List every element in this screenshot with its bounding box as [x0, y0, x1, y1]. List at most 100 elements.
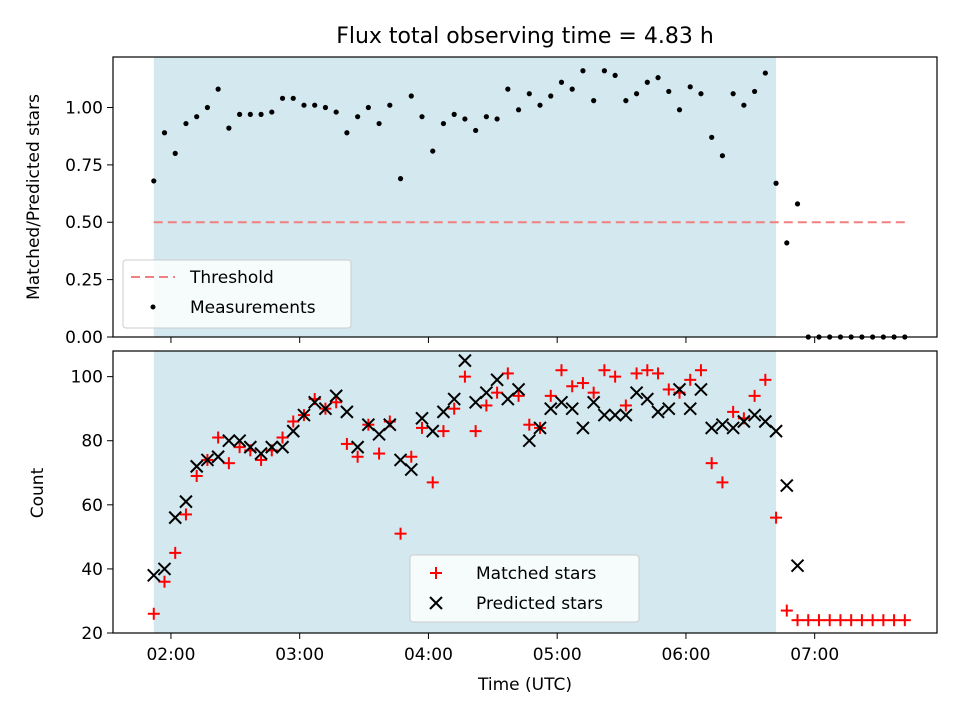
predicted-star-point	[737, 414, 751, 429]
legend-matched-label: Matched stars	[476, 564, 596, 584]
matched-star-point	[855, 614, 868, 627]
predicted-star-point	[372, 427, 386, 442]
predicted-star-point	[275, 440, 290, 454]
matched-star-point	[780, 604, 793, 617]
predicted-star-point	[490, 373, 504, 387]
legend-x-marker	[429, 596, 443, 610]
predicted-star-point	[565, 401, 579, 416]
x-axis-label: Time (UTC)	[477, 675, 572, 695]
predicted-star-point	[361, 417, 376, 432]
top-y-tick-label: 0.50	[65, 213, 103, 233]
measurement-point	[344, 130, 350, 136]
measurement-point	[247, 111, 253, 117]
x-tick-label: 07:00	[790, 645, 839, 665]
matched-star-point	[694, 364, 707, 377]
measurement-point	[301, 102, 307, 108]
predicted-star-point	[265, 440, 279, 454]
legend-plus-marker	[430, 567, 442, 579]
measurement-point	[741, 102, 747, 108]
predicted-star-point	[544, 401, 558, 416]
x-tick-label: 03:00	[275, 645, 324, 665]
matched-star-point	[501, 367, 514, 380]
measurement-point	[676, 107, 683, 113]
predicted-star-point	[318, 401, 333, 416]
top-plot-frame	[112, 56, 938, 338]
legend-measurements-swatch	[150, 304, 156, 310]
matched-star-point	[394, 527, 407, 540]
matched-star-point	[179, 508, 192, 521]
bottom-panel: 20 40 60 80 100 02:00 03:00 04:00 05:00 06:00 07:…	[28, 350, 938, 695]
predicted-star-point	[426, 424, 440, 438]
measurement-point	[526, 91, 532, 97]
measurement-point	[376, 120, 382, 127]
measurement-point	[655, 75, 661, 81]
measurement-point	[451, 111, 457, 117]
bottom-y-axis-label: Count	[28, 467, 48, 518]
measurement-point	[612, 72, 618, 78]
matched-star-point	[330, 396, 343, 409]
bottom-legend-box	[409, 554, 640, 623]
predicted-star-point	[619, 408, 633, 422]
matched-star-point	[716, 476, 729, 489]
predicted-star-point	[286, 424, 300, 438]
top-legend-box	[122, 259, 352, 329]
measurement-point	[269, 109, 275, 115]
predicted-star-point	[200, 453, 215, 467]
matched-star-point	[437, 425, 450, 438]
matched-star-point	[158, 575, 171, 588]
measurement-point	[623, 98, 629, 104]
measurement-point	[666, 88, 672, 95]
bottom-legend: Matched stars Predicted stars	[409, 554, 640, 623]
matched-star-point	[866, 614, 879, 627]
measurement-point	[719, 153, 726, 159]
chart-title: Flux total observing time = 4.83 h	[336, 24, 714, 49]
matched-star-point	[469, 425, 482, 438]
predicted-star-point	[522, 434, 536, 448]
predicted-star-point	[393, 453, 408, 467]
predicted-star-point	[790, 558, 805, 573]
matched-star-point	[255, 453, 268, 466]
predicted-star-point	[458, 353, 472, 368]
predicted-star-point	[629, 385, 644, 400]
top-y-tick-label: 1.00	[65, 98, 103, 118]
predicted-star-point	[608, 408, 622, 422]
measurement-point	[397, 176, 404, 182]
predicted-star-point	[694, 382, 708, 397]
predicted-star-point	[157, 562, 172, 576]
top-panel: 0.00 0.25 0.50 0.75 1.00 Matched/Predicted s…	[24, 56, 938, 348]
matched-star-point	[287, 415, 300, 428]
predicted-star-point	[479, 385, 494, 400]
measurement-point	[194, 114, 200, 120]
legend-threshold-label: Threshold	[189, 268, 274, 288]
measurement-point	[355, 114, 361, 120]
matched-star-point	[823, 614, 836, 627]
predicted-star-point	[297, 408, 311, 422]
matched-star-point	[812, 614, 825, 627]
predicted-star-point	[232, 434, 247, 448]
matched-star-point	[480, 399, 493, 412]
predicted-star-point	[168, 510, 182, 525]
matched-star-point	[834, 614, 847, 627]
measurement-point	[279, 95, 286, 101]
measurement-point	[312, 102, 318, 108]
matched-star-point	[770, 511, 783, 524]
matched-star-point	[888, 614, 901, 627]
predicted-star-point	[597, 408, 612, 422]
matched-star-point	[340, 437, 353, 450]
measurement-point	[161, 130, 168, 136]
matched-star-point	[405, 450, 418, 463]
top-legend: Threshold Measurements	[122, 259, 352, 329]
measurement-point	[709, 134, 715, 140]
measurement-point	[322, 104, 329, 111]
predicted-star-point	[769, 424, 783, 438]
bottom-y-tick-label: 100	[71, 368, 103, 388]
matched-star-point	[759, 373, 772, 386]
predicted-star-point	[683, 401, 697, 416]
predicted-star-point	[554, 395, 569, 409]
predicted-star-point	[329, 389, 343, 403]
predicted-star-point	[726, 421, 740, 435]
measurement-point	[258, 111, 264, 117]
matched-star-point	[169, 546, 182, 559]
measurement-point	[290, 95, 296, 101]
predicted-star-point	[533, 421, 547, 435]
